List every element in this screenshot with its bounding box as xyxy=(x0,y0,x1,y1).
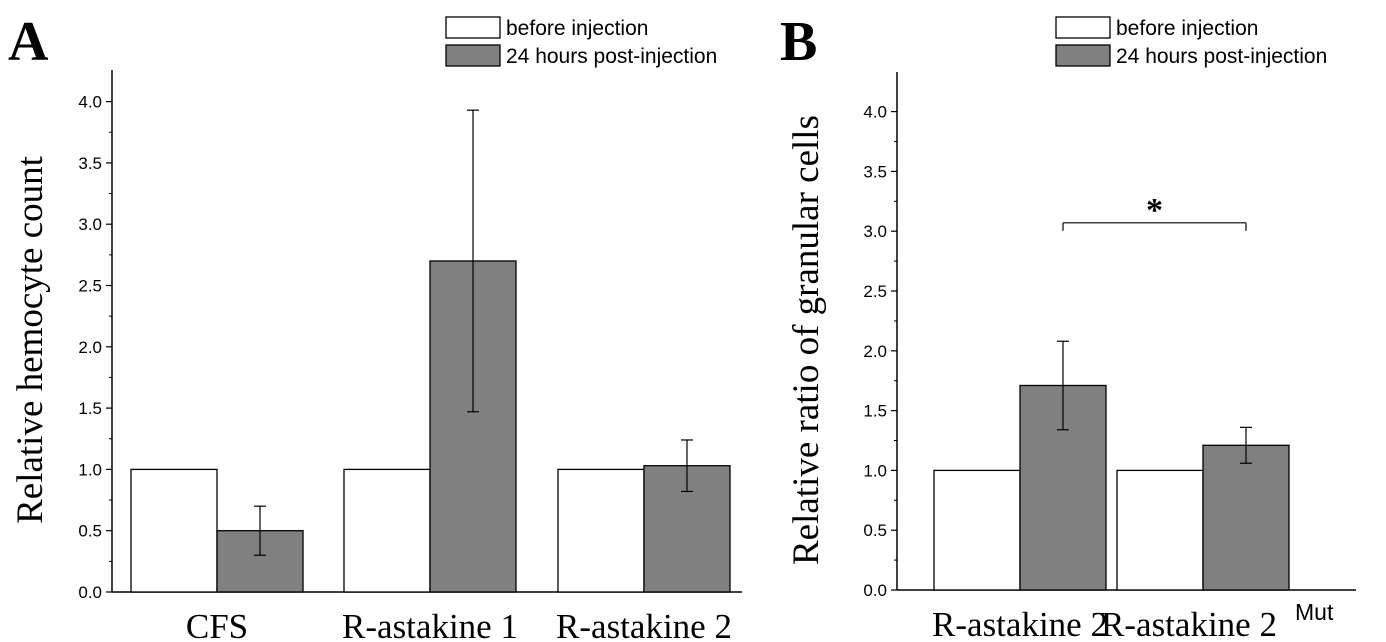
y-tick-label: 3.0 xyxy=(78,215,102,234)
y-axis-title: Relative hemocyte count xyxy=(10,155,51,524)
legend-label: before injection xyxy=(506,17,648,40)
legend-swatch xyxy=(445,44,501,67)
bar xyxy=(343,468,431,593)
legend-swatch xyxy=(1055,44,1111,67)
y-tick-label: 4.0 xyxy=(78,93,102,112)
significance-star: * xyxy=(1146,192,1163,229)
category-label: CFS xyxy=(186,607,248,642)
bar xyxy=(130,468,218,593)
y-tick-label: 3.5 xyxy=(863,162,887,181)
bar xyxy=(1202,444,1290,591)
y-tick-label: 2.0 xyxy=(863,342,887,361)
y-tick-label: 0.0 xyxy=(863,581,887,600)
panel-letter: B xyxy=(780,11,817,73)
legend-swatch xyxy=(445,16,501,39)
y-tick-label: 2.5 xyxy=(863,282,887,301)
legend-swatch xyxy=(1055,16,1111,39)
y-tick-label: 4.0 xyxy=(863,103,887,122)
category-superscript: Mut xyxy=(1295,599,1334,625)
legend-label: 24 hours post-injection xyxy=(1116,45,1327,68)
y-tick-label: 0.5 xyxy=(78,522,102,541)
y-tick-label: 0.5 xyxy=(863,521,887,540)
category-label: R-astakine 1 xyxy=(342,607,518,642)
category-label: R-astakine 2 xyxy=(1101,605,1277,642)
y-tick-label: 0.0 xyxy=(78,583,102,602)
y-tick-label: 1.5 xyxy=(863,402,887,421)
bar xyxy=(933,469,1021,591)
y-tick-label: 3.0 xyxy=(863,222,887,241)
y-tick-label: 1.0 xyxy=(863,461,887,480)
legend-label: 24 hours post-injection xyxy=(506,45,717,68)
y-tick-label: 3.5 xyxy=(78,154,102,173)
y-axis-title: Relative ratio of granular cells xyxy=(786,115,827,565)
y-tick-label: 1.5 xyxy=(78,399,102,418)
y-tick-label: 2.5 xyxy=(78,277,102,296)
panel-b: B 0.0 0.5 1.0 1.5 2.0 2.5 3.0 3.5 4.0 Relative rat… xyxy=(780,11,1356,642)
y-tick-label: 2.0 xyxy=(78,338,102,357)
panel-letter: A xyxy=(8,11,49,73)
panel-a: A 0.0 0.5 1.0 1.5 2.0 2.5 3.0 3.5 4.0 Relative hem… xyxy=(8,11,742,642)
bar xyxy=(557,468,645,593)
y-tick-label: 1.0 xyxy=(78,460,102,479)
category-label: R-astakine 2 xyxy=(932,605,1108,642)
legend-label: before injection xyxy=(1116,17,1258,40)
bar xyxy=(1116,469,1204,591)
category-label: R-astakine 2 xyxy=(556,607,732,642)
